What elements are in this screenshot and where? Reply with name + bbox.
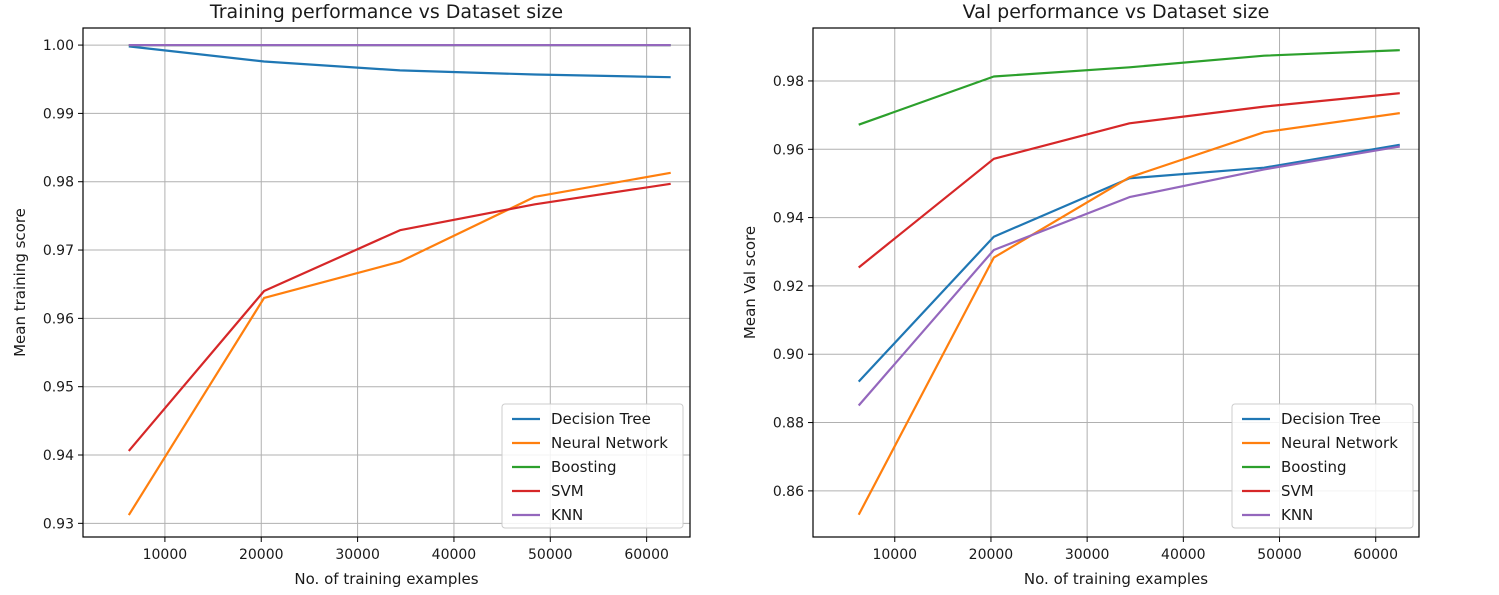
y-tick-label: 0.96 xyxy=(43,311,74,327)
x-tick-label: 40000 xyxy=(432,547,477,563)
legend-label-svm: SVM xyxy=(1281,482,1314,500)
y-tick-label: 0.88 xyxy=(773,416,804,432)
legend-box xyxy=(501,403,684,529)
series-line-neural-network xyxy=(127,171,671,516)
plot-frame xyxy=(812,27,1420,538)
legend-box xyxy=(1231,403,1414,529)
y-tick-label: 0.98 xyxy=(43,175,74,191)
legend-label-decision-tree: Decision Tree xyxy=(551,410,651,428)
y-tick-label: 0.92 xyxy=(773,279,804,295)
legend-label-neural-network: Neural Network xyxy=(1281,434,1398,452)
legend-label-boosting: Boosting xyxy=(1281,458,1347,476)
legend: Decision Tree Neural Network Boosting SVM KN… xyxy=(1231,403,1414,529)
x-tick-label: 50000 xyxy=(528,547,573,563)
series-line-decision-tree xyxy=(128,45,671,79)
chart-title: Val performance vs Dataset size xyxy=(963,1,1270,23)
x-axis-label: No. of training examples xyxy=(294,570,478,588)
legend-label-decision-tree: Decision Tree xyxy=(1281,410,1381,428)
series-line-neural-network xyxy=(857,112,1400,516)
x-tick-label: 20000 xyxy=(239,547,284,563)
training-chart: 10000 20000 30000 40000 50000 60000 0.93 0.94 0.… xyxy=(11,1,691,588)
y-axis-label: Mean Val score xyxy=(741,226,759,339)
chart-title: Training performance vs Dataset size xyxy=(209,1,563,23)
x-tick-label: 10000 xyxy=(143,547,188,563)
legend-label-neural-network: Neural Network xyxy=(551,434,668,452)
y-tick-label: 1.00 xyxy=(43,38,74,54)
x-tick-label: 20000 xyxy=(969,547,1014,563)
y-axis-label: Mean training score xyxy=(11,208,29,357)
y-tick-label: 0.97 xyxy=(43,243,74,259)
x-tick-label: 60000 xyxy=(624,547,669,563)
series-line-knn xyxy=(857,145,1400,407)
y-tick-label: 0.96 xyxy=(773,142,804,158)
series-line-decision-tree xyxy=(857,143,1400,383)
validation-chart: 10000 20000 30000 40000 50000 60000 0.86 0.88 0.… xyxy=(741,1,1420,588)
x-tick-label: 50000 xyxy=(1257,547,1302,563)
y-tick-label: 0.94 xyxy=(43,448,74,464)
x-tick-label: 30000 xyxy=(335,547,380,563)
x-axis-label: No. of training examples xyxy=(1024,570,1208,588)
legend-label-knn: KNN xyxy=(551,506,583,524)
x-tick-label: 30000 xyxy=(1065,547,1110,563)
y-tick-label: 0.86 xyxy=(773,484,804,500)
x-tick-label: 10000 xyxy=(872,547,917,563)
y-tick-label: 0.95 xyxy=(43,380,74,396)
series-line-boosting xyxy=(858,49,1400,126)
plot-frame xyxy=(82,27,691,538)
series-line-svm xyxy=(858,92,1400,269)
legend: Decision Tree Neural Network Boosting SVM KN… xyxy=(501,403,684,529)
legend-label-svm: SVM xyxy=(551,482,584,500)
legend-label-boosting: Boosting xyxy=(551,458,617,476)
y-tick-label: 0.98 xyxy=(773,74,804,90)
y-tick-label: 0.93 xyxy=(43,516,74,532)
y-tick-label: 0.90 xyxy=(773,347,804,363)
series-line-svm xyxy=(127,182,671,452)
legend-label-knn: KNN xyxy=(1281,506,1313,524)
x-tick-label: 60000 xyxy=(1353,547,1398,563)
y-tick-label: 0.99 xyxy=(43,106,74,122)
y-tick-label: 0.94 xyxy=(773,211,804,227)
x-tick-label: 40000 xyxy=(1161,547,1206,563)
